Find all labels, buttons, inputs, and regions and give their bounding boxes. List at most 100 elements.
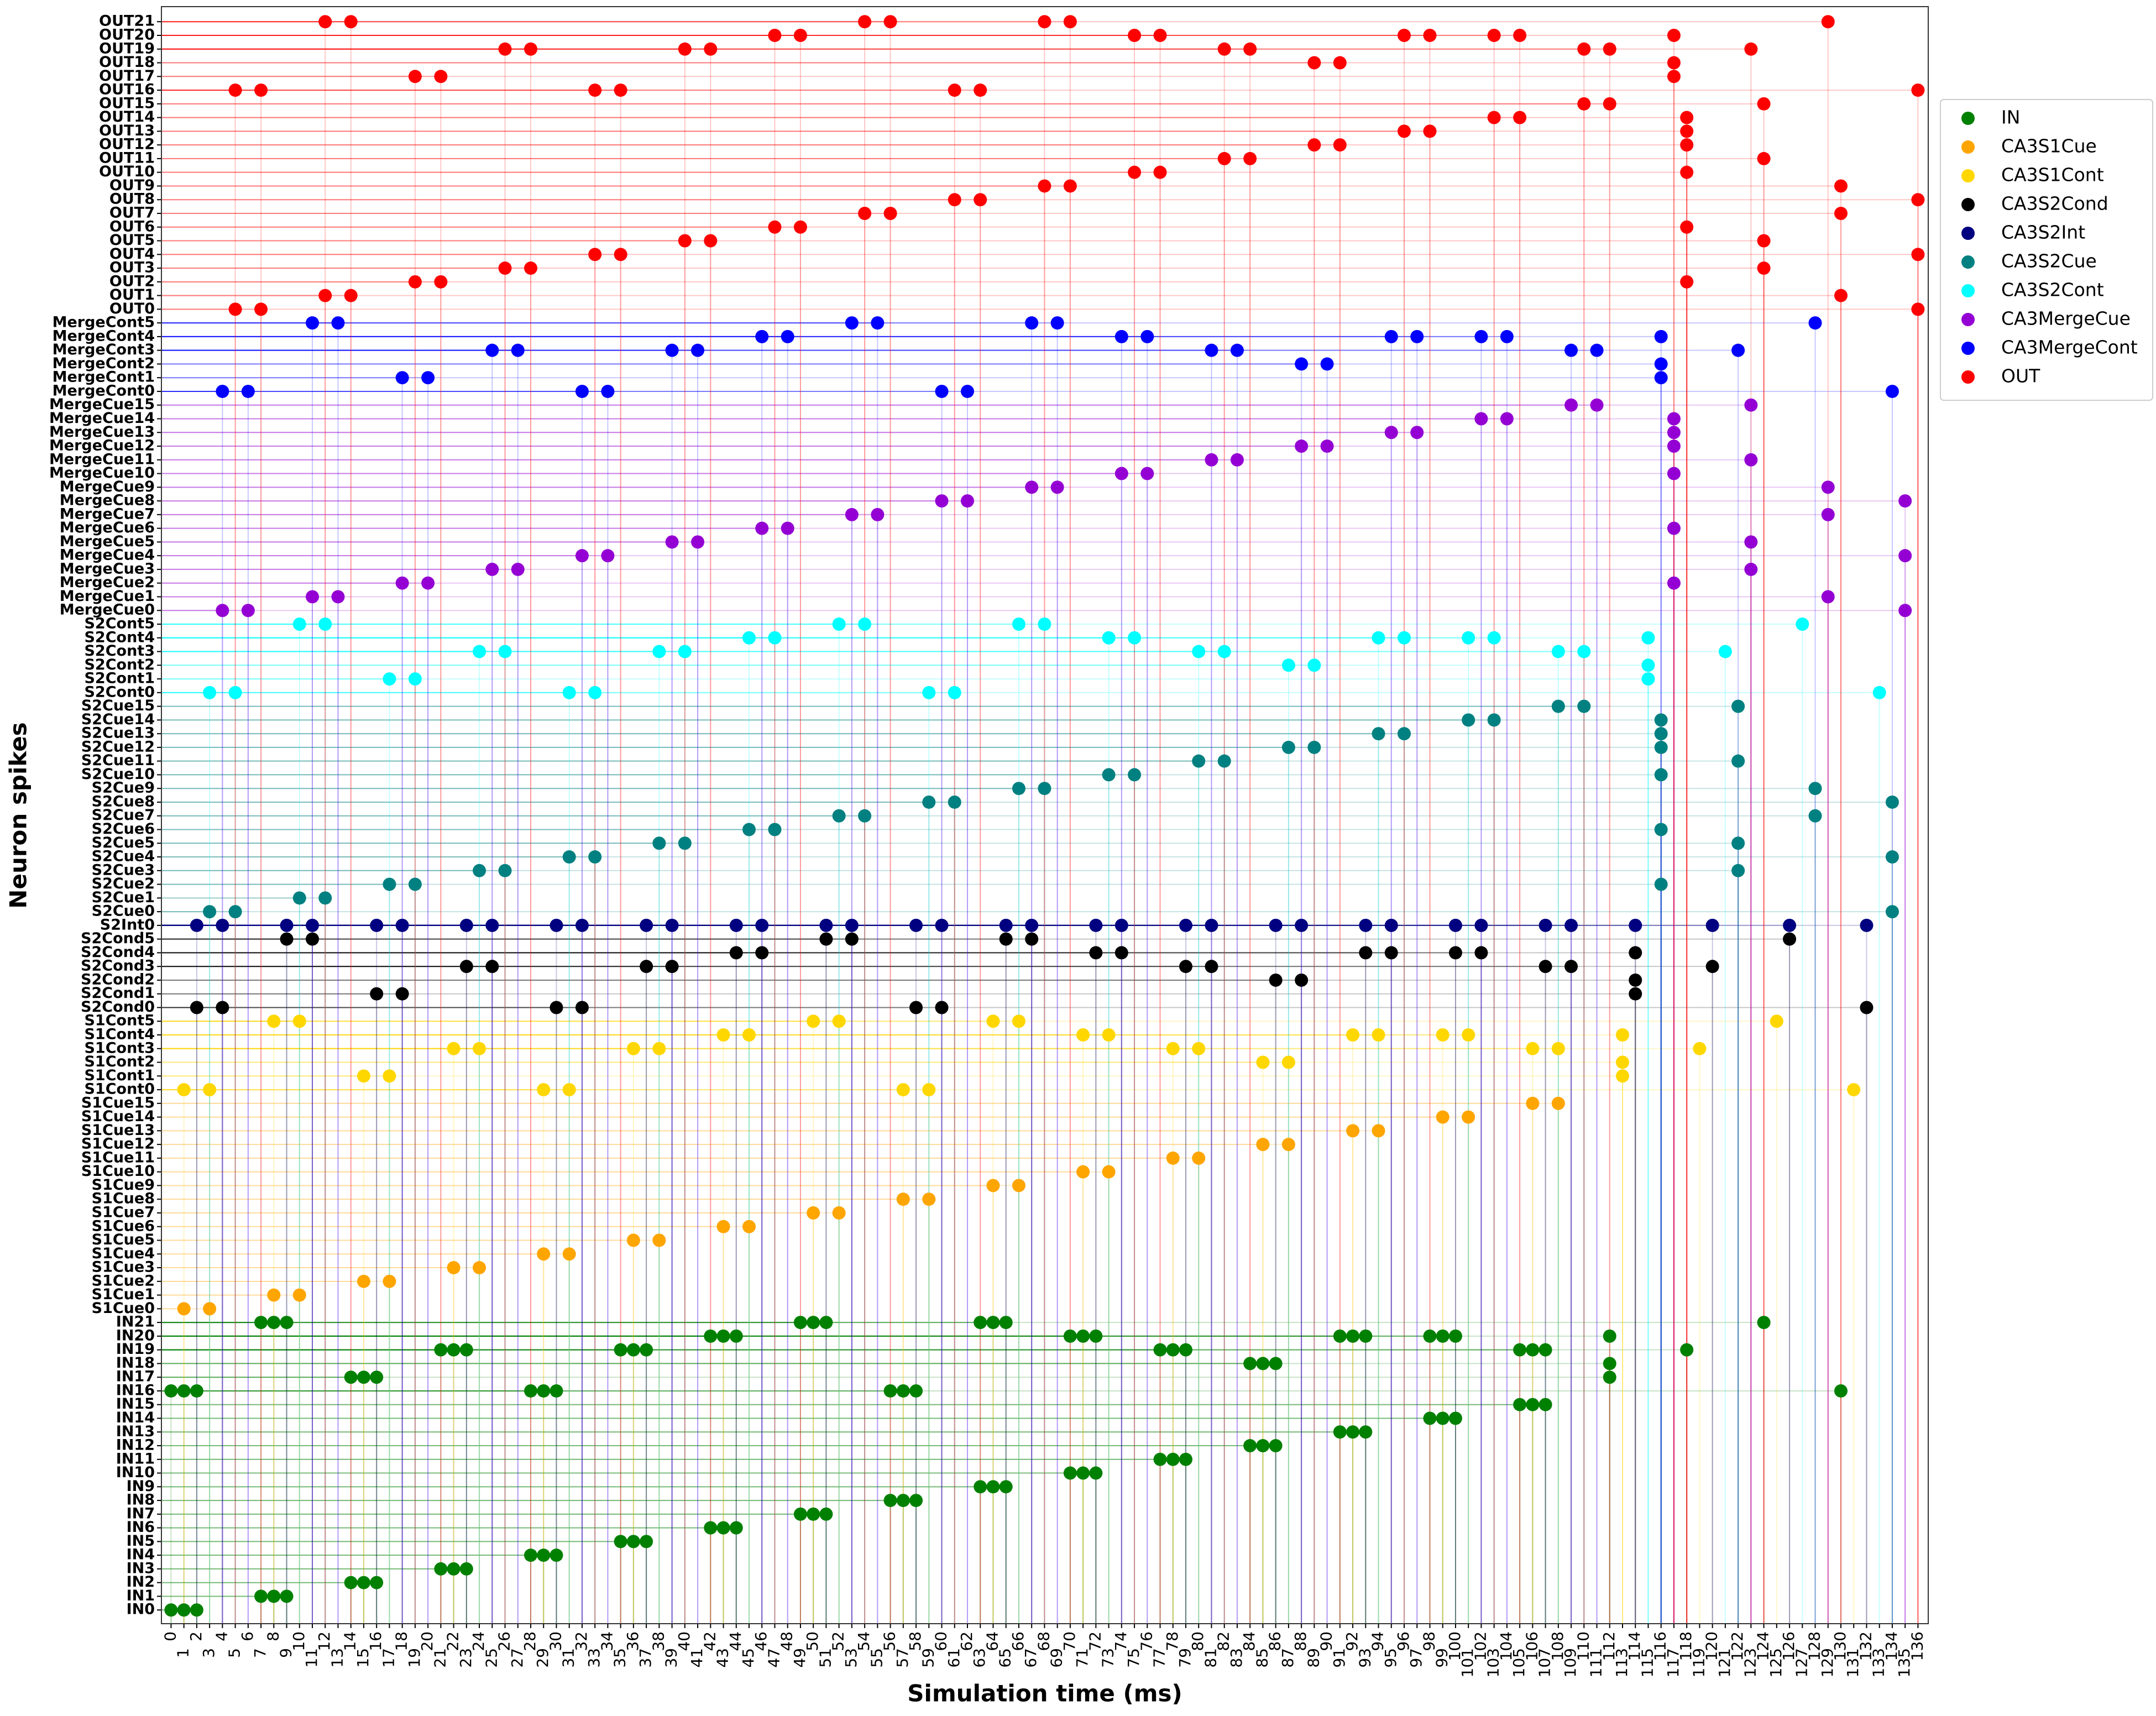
spike bbox=[1128, 631, 1142, 645]
spike bbox=[704, 1521, 718, 1535]
spike bbox=[691, 535, 705, 549]
spike bbox=[190, 1001, 203, 1014]
y-tick-label: IN0 bbox=[127, 1601, 155, 1618]
spike bbox=[1333, 1329, 1347, 1343]
y-tick-label: S2Cue14 bbox=[81, 711, 155, 728]
spike bbox=[1616, 1055, 1630, 1069]
y-tick-label: MergeCont2 bbox=[53, 355, 155, 372]
spike bbox=[1384, 329, 1398, 343]
x-tick-label: 110 bbox=[1574, 1631, 1592, 1661]
spike bbox=[1114, 918, 1128, 932]
spike bbox=[1462, 1110, 1475, 1124]
spike bbox=[306, 316, 320, 330]
spike bbox=[228, 302, 242, 316]
x-tick-label: 121 bbox=[1715, 1648, 1734, 1677]
x-tick-label: 68 bbox=[1034, 1631, 1053, 1651]
spike bbox=[280, 1589, 294, 1603]
spike bbox=[562, 686, 576, 699]
spike bbox=[1076, 1466, 1090, 1480]
y-tick-label: MergeCue9 bbox=[60, 478, 155, 495]
y-tick-label: S2Cond0 bbox=[81, 998, 155, 1016]
spike bbox=[1462, 1028, 1475, 1042]
spike bbox=[1025, 480, 1039, 494]
x-tick-label: 19 bbox=[405, 1648, 423, 1668]
spike bbox=[716, 1521, 730, 1535]
spike bbox=[292, 1288, 306, 1302]
spike bbox=[832, 1014, 846, 1028]
spike bbox=[485, 343, 499, 357]
legend-marker bbox=[1961, 169, 1975, 182]
y-tick-label: OUT15 bbox=[99, 95, 155, 112]
y-tick-label: OUT20 bbox=[99, 27, 155, 44]
x-tick-label: 47 bbox=[765, 1648, 783, 1668]
spike bbox=[524, 261, 538, 275]
spike bbox=[408, 275, 422, 289]
spike bbox=[1398, 631, 1411, 645]
spike bbox=[1333, 138, 1347, 152]
spike bbox=[1423, 1411, 1437, 1425]
spike bbox=[1513, 111, 1527, 124]
spike bbox=[254, 83, 268, 97]
spike bbox=[807, 1507, 820, 1521]
x-tick-label: 42 bbox=[700, 1631, 719, 1651]
spike bbox=[1705, 918, 1719, 932]
spike bbox=[1179, 918, 1193, 932]
spike bbox=[1384, 918, 1398, 932]
spike bbox=[1153, 29, 1167, 43]
spike bbox=[498, 645, 512, 658]
spike bbox=[922, 686, 936, 699]
y-tick-label: OUT2 bbox=[109, 273, 155, 290]
x-tick-label: 53 bbox=[842, 1648, 860, 1668]
spike bbox=[768, 29, 782, 43]
spike bbox=[1012, 1014, 1025, 1028]
spike bbox=[1243, 1357, 1257, 1370]
spike bbox=[1256, 1439, 1270, 1453]
x-tick-label: 119 bbox=[1689, 1648, 1708, 1677]
spike bbox=[203, 1302, 217, 1316]
y-tick-label: MergeCue5 bbox=[60, 533, 155, 550]
x-tick-label: 132 bbox=[1856, 1631, 1875, 1661]
y-tick-label: IN15 bbox=[116, 1395, 155, 1412]
y-tick-label: S2Cond1 bbox=[81, 985, 155, 1002]
spike bbox=[1641, 631, 1655, 645]
y-tick-label: OUT14 bbox=[99, 108, 155, 125]
x-tick-label: 18 bbox=[393, 1631, 411, 1651]
x-tick-label: 76 bbox=[1137, 1631, 1155, 1651]
x-tick-label: 125 bbox=[1767, 1648, 1785, 1677]
y-tick-label: OUT5 bbox=[109, 232, 155, 249]
spike bbox=[318, 617, 332, 631]
spike bbox=[190, 918, 203, 932]
y-tick-label: MergeCue11 bbox=[49, 451, 155, 468]
y-tick-label: OUT10 bbox=[99, 163, 155, 180]
spike bbox=[922, 1192, 936, 1206]
y-tick-label: MergeCue1 bbox=[60, 588, 155, 605]
x-tick-label: 98 bbox=[1420, 1631, 1438, 1651]
spike bbox=[1667, 576, 1681, 590]
x-tick-label: 136 bbox=[1908, 1631, 1926, 1661]
y-tick-label: S2Cue6 bbox=[92, 820, 155, 838]
x-tick-label: 67 bbox=[1022, 1648, 1040, 1668]
y-tick-label: MergeCue2 bbox=[60, 574, 155, 591]
legend-label: CA3S2Cont bbox=[2001, 279, 2104, 301]
spike bbox=[1564, 918, 1578, 932]
spike bbox=[626, 1042, 640, 1055]
spike bbox=[678, 42, 692, 56]
spike bbox=[626, 1233, 640, 1247]
spike bbox=[1230, 343, 1244, 357]
spike bbox=[1359, 946, 1373, 960]
spike bbox=[1243, 151, 1257, 165]
series-points bbox=[203, 699, 1899, 919]
x-tick-label: 4 bbox=[212, 1631, 231, 1641]
x-tick-label: 12 bbox=[315, 1631, 333, 1651]
spike bbox=[177, 1384, 191, 1398]
y-tick-label: OUT19 bbox=[99, 40, 155, 57]
spike bbox=[858, 809, 872, 823]
y-tick-label: OUT6 bbox=[109, 218, 155, 235]
x-tick-label: 123 bbox=[1741, 1648, 1759, 1677]
x-tick-label: 45 bbox=[739, 1648, 757, 1668]
spike bbox=[729, 918, 743, 932]
spike bbox=[1911, 193, 1925, 207]
spike bbox=[1307, 658, 1321, 672]
series-points bbox=[203, 617, 1886, 699]
spike bbox=[1359, 1425, 1373, 1439]
